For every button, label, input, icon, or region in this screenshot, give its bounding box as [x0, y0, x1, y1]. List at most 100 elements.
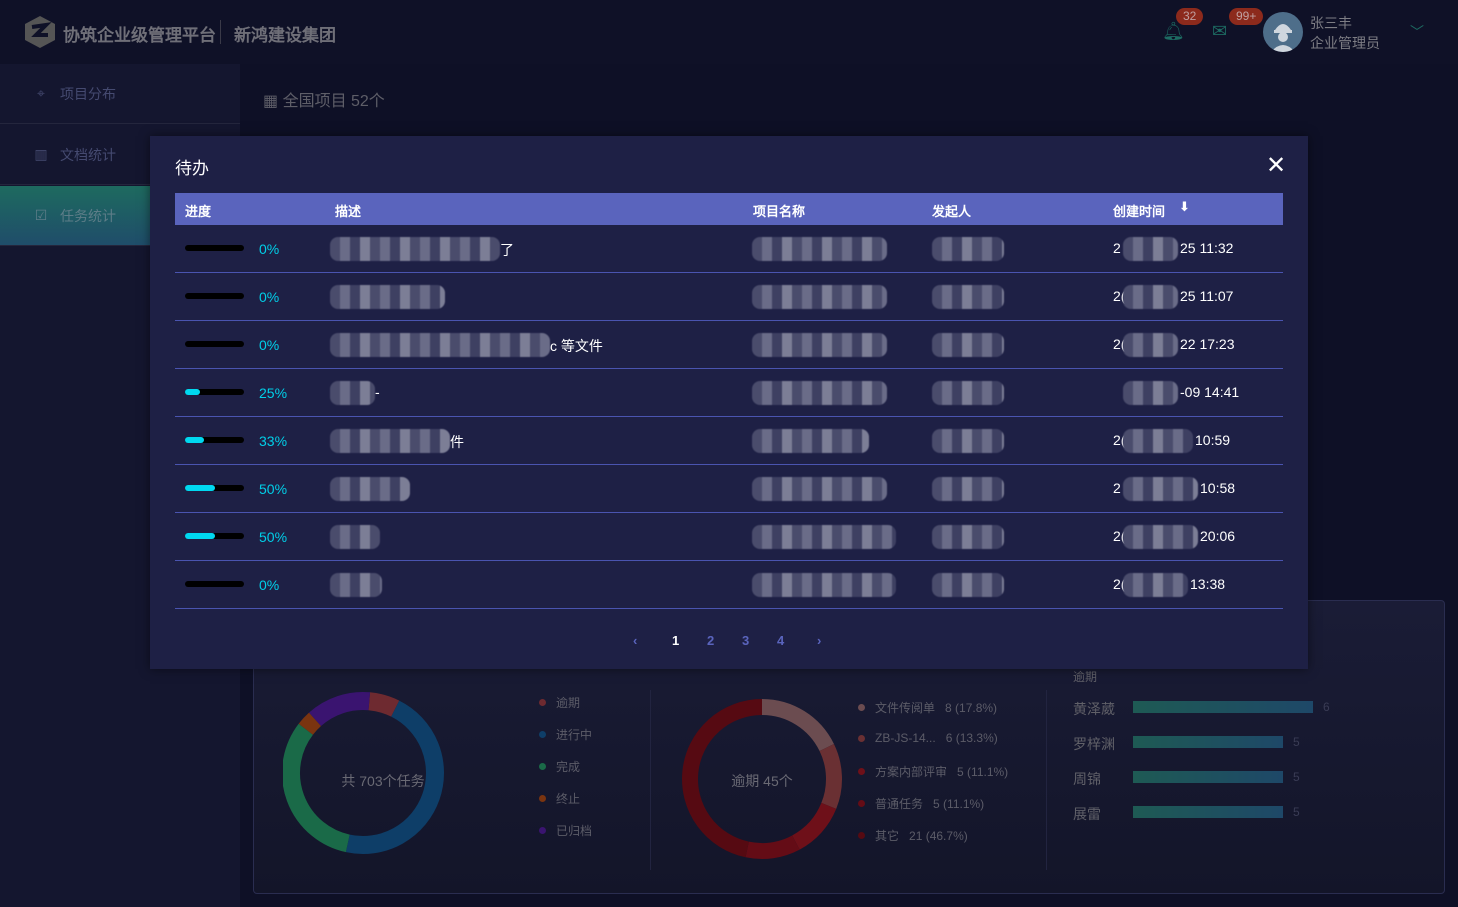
description-text: - — [375, 384, 380, 400]
legend-dot — [539, 699, 546, 706]
notification-badge: 32 — [1176, 8, 1204, 25]
ranking-bar[interactable] — [1133, 736, 1283, 748]
description-redacted — [330, 429, 450, 453]
project-name-redacted — [752, 333, 887, 357]
legend-item[interactable]: 文件传阅单 8 (17.8%) — [858, 699, 997, 716]
bell-icon[interactable]: 🔔︎ — [1162, 21, 1185, 41]
pagination-page-2[interactable]: 2 — [707, 633, 715, 648]
legend-item[interactable]: 普通任务 5 (11.1%) — [858, 795, 984, 812]
legend-label: 终止 — [556, 792, 581, 806]
sort-desc-arrow-icon[interactable]: ⬇ — [1179, 199, 1190, 214]
created-time-text: 20:06 — [1200, 528, 1236, 544]
project-name-redacted — [752, 477, 887, 501]
initiator-redacted — [932, 573, 1004, 597]
task-status-slice[interactable] — [283, 723, 350, 853]
description-redacted — [330, 381, 375, 405]
checkbox-icon: ☑ — [34, 207, 48, 223]
overdue-slice[interactable] — [791, 802, 837, 850]
user-role: 企业管理员 — [1310, 35, 1380, 51]
avatar[interactable] — [1263, 12, 1303, 52]
pagination-next-button[interactable]: › — [817, 633, 822, 648]
overdue-slice[interactable] — [682, 699, 763, 858]
col-initiator[interactable]: 发起人 — [932, 204, 972, 219]
table-row[interactable]: 0% 了 2 25 11:32 — [175, 225, 1283, 273]
col-project-name[interactable]: 项目名称 — [753, 204, 806, 219]
legend-value: 8 (17.8%) — [945, 700, 998, 715]
sidebar-item-label: 任务统计 — [60, 207, 116, 224]
progress-bar — [185, 245, 244, 251]
message-badge: 99+ — [1229, 8, 1264, 25]
progress-bar — [185, 533, 244, 539]
overdue-slice[interactable] — [761, 699, 834, 752]
task-status-slice[interactable] — [309, 692, 371, 727]
created-time-prefix: 2( — [1113, 528, 1126, 544]
created-time-text: 10:58 — [1200, 480, 1236, 496]
legend-value: 6 (13.3%) — [945, 731, 998, 745]
legend-item[interactable]: ZB-JS-14... 6 (13.3%) — [858, 731, 998, 745]
description-redacted — [330, 477, 410, 501]
ranking-name: 周锦 — [1073, 771, 1101, 787]
description-redacted — [330, 333, 550, 357]
app-logo-icon — [25, 16, 55, 48]
sidebar-item-document-stats[interactable]: ▥ 文档统计 — [0, 125, 240, 185]
overdue-slice[interactable] — [745, 835, 800, 859]
sidebar-item-project-distribution[interactable]: ⌖ 项目分布 — [0, 64, 240, 124]
table-row[interactable]: 0% 2( 13:38 — [175, 561, 1283, 609]
task-status-slice[interactable] — [368, 692, 400, 717]
table-header: 进度 描述 项目名称 发起人 创建时间 ⬇ — [175, 193, 1283, 225]
todo-modal: 待办 ✕ 进度 描述 项目名称 发起人 创建时间 ⬇ 0% 了 2 25 11:… — [150, 136, 1308, 669]
sidebar-item-label: 项目分布 — [60, 85, 116, 102]
col-created-time[interactable]: 创建时间 — [1113, 204, 1166, 219]
map-pin-icon: ⌖ — [37, 85, 45, 101]
table-row[interactable]: 33% 件 2( 10:59 — [175, 417, 1283, 465]
table-row[interactable]: 25% - -09 14:41 — [175, 369, 1283, 417]
pagination-prev-button[interactable]: ‹ — [633, 633, 638, 648]
description-text: 件 — [450, 434, 464, 450]
legend-item[interactable]: 进行中 — [539, 726, 592, 743]
progress-percent: 50% — [259, 481, 288, 497]
close-icon[interactable]: ✕ — [1266, 152, 1287, 179]
task-status-donut — [283, 692, 444, 854]
ranking-bar[interactable] — [1133, 771, 1283, 783]
page-title: ▦ 全国项目 52个 — [263, 87, 385, 111]
table-row[interactable]: 0% 2( 25 11:07 — [175, 273, 1283, 321]
overdue-slice[interactable] — [819, 744, 842, 809]
legend-item[interactable]: 终止 — [539, 790, 580, 807]
pagination-page-3[interactable]: 3 — [742, 633, 750, 648]
description-text: 了 — [500, 242, 514, 258]
legend-dot — [858, 704, 865, 711]
created-time-text: -09 14:41 — [1180, 384, 1240, 400]
description-redacted — [330, 525, 380, 549]
created-time-prefix: 2 — [1113, 480, 1121, 496]
ranking-bar[interactable] — [1133, 806, 1283, 818]
legend-item[interactable]: 逾期 — [539, 694, 580, 711]
chevron-down-icon[interactable]: ﹀ — [1410, 24, 1424, 40]
created-time-redacted — [1123, 285, 1178, 309]
col-progress[interactable]: 进度 — [185, 204, 212, 219]
brand-name: 协筑企业级管理平台 — [63, 26, 216, 45]
org-name: 新鸿建设集团 — [234, 26, 336, 45]
legend-item[interactable]: 方案内部评审 5 (11.1%) — [858, 763, 1008, 780]
mail-icon[interactable]: ✉ — [1212, 21, 1228, 41]
ranking-bar[interactable] — [1133, 701, 1313, 713]
initiator-redacted — [932, 333, 1004, 357]
created-time-text: 25 11:32 — [1180, 240, 1234, 256]
progress-percent: 50% — [259, 529, 288, 545]
created-time-text: 13:38 — [1190, 576, 1226, 592]
table-row[interactable]: 0% c 等文件 2( 22 17:23 — [175, 321, 1283, 369]
pagination-page-1[interactable]: 1 — [672, 633, 680, 648]
task-status-slice[interactable] — [345, 700, 444, 854]
task-status-slice[interactable] — [298, 712, 322, 735]
legend-item[interactable]: 完成 — [539, 758, 580, 775]
ranking-name: 展雷 — [1073, 806, 1101, 822]
legend-item[interactable]: 其它 21 (46.7%) — [858, 827, 968, 844]
pagination-page-4[interactable]: 4 — [777, 633, 785, 648]
table-row[interactable]: 50% 2( 20:06 — [175, 513, 1283, 561]
col-description[interactable]: 描述 — [335, 204, 362, 219]
table-row[interactable]: 50% 2 10:58 — [175, 465, 1283, 513]
panel-divider — [1046, 690, 1047, 870]
progress-percent: 25% — [259, 385, 288, 401]
legend-item[interactable]: 已归档 — [539, 822, 592, 839]
legend-dot — [539, 795, 546, 802]
progress-bar — [185, 293, 244, 299]
